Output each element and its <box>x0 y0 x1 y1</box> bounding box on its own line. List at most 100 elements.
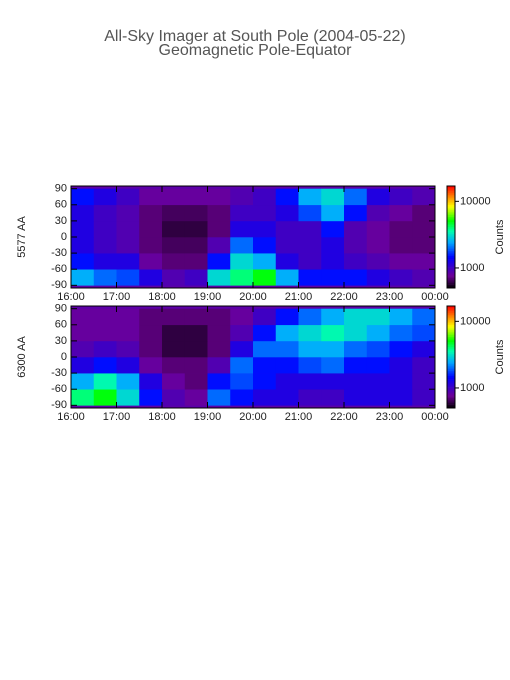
colorbar-step <box>447 248 455 251</box>
y-tick-label: 60 <box>55 319 67 331</box>
heat-cell <box>71 389 95 406</box>
heat-cell <box>230 308 254 326</box>
colorbar-step <box>447 216 455 219</box>
colorbar-step <box>447 375 455 378</box>
heat-cell <box>298 308 322 326</box>
y-tick-label: -60 <box>51 383 67 395</box>
colorbar-step <box>447 336 455 339</box>
y-tick-label: -30 <box>51 247 67 259</box>
colorbar-step <box>447 334 455 337</box>
colorbar-step <box>447 220 455 222</box>
heat-cell <box>275 373 299 390</box>
colorbar-step <box>447 252 455 255</box>
heat-cell <box>275 237 299 254</box>
colorbar-step <box>447 328 455 331</box>
heat-cell <box>366 237 390 254</box>
heat-cell <box>184 269 208 286</box>
heat-cell <box>275 357 299 374</box>
colorbar-step <box>447 397 455 400</box>
heat-cell <box>116 373 140 390</box>
colorbar-step <box>447 242 455 245</box>
heat-cell <box>162 204 186 222</box>
colorbar-step <box>447 358 455 361</box>
heat-cell <box>230 204 254 222</box>
heat-cell <box>162 324 186 342</box>
heat-cell <box>184 253 208 270</box>
colorbar-tick-label: 1000 <box>460 262 484 274</box>
heat-cell <box>162 308 186 326</box>
colorbar-step <box>447 199 455 202</box>
heat-cell <box>298 204 322 222</box>
x-tick-label: 16:00 <box>57 411 85 423</box>
heat-cell <box>321 269 345 286</box>
x-tick-label: 21:00 <box>285 411 313 423</box>
colorbar-step <box>447 401 455 404</box>
heat-cell <box>412 204 436 222</box>
x-tick-label: 17:00 <box>103 291 131 303</box>
colorbar-step <box>447 391 455 393</box>
colorbar-step <box>447 254 455 256</box>
heat-cell <box>93 308 117 326</box>
colorbar-step <box>447 284 455 287</box>
heat-cell <box>412 357 436 374</box>
colorbar-frame <box>446 305 456 409</box>
heat-cell <box>298 253 322 270</box>
heat-cell <box>116 389 140 406</box>
colorbar-step <box>447 385 455 388</box>
colorbar-step <box>447 265 455 268</box>
colorbar-step <box>447 307 455 310</box>
heat-cell <box>321 220 345 238</box>
colorbar-step <box>447 326 455 329</box>
heat-cell <box>275 308 299 326</box>
x-tick-label: 23:00 <box>376 411 404 423</box>
heat-cell <box>207 253 231 270</box>
colorbar-step <box>447 243 455 246</box>
colorbar-step <box>447 350 455 353</box>
heat-cell <box>366 373 390 390</box>
heat-cell <box>184 373 208 390</box>
heat-cell <box>321 389 345 406</box>
heat-cell <box>116 220 140 238</box>
colorbar-step <box>447 279 455 282</box>
heat-cell <box>162 237 186 254</box>
heat-cell <box>139 308 163 326</box>
colorbar-step <box>447 357 455 359</box>
colorbar-step <box>447 380 455 383</box>
heat-cell <box>116 308 140 326</box>
heat-cell <box>275 204 299 222</box>
heat-cell <box>162 389 186 406</box>
colorbar-step <box>447 196 455 199</box>
y-tick-label: -30 <box>51 367 67 379</box>
colorbar-step <box>447 197 455 200</box>
heat-cell <box>412 308 436 326</box>
heat-cell <box>412 188 436 206</box>
heat-cell <box>253 253 277 270</box>
heat-cell <box>275 324 299 342</box>
heat-cell <box>366 340 390 358</box>
colorbar-step <box>447 186 455 188</box>
x-tick-label: 20:00 <box>239 411 267 423</box>
colorbar-step <box>447 214 455 217</box>
x-tick-label: 23:00 <box>376 291 404 303</box>
colorbar-step <box>447 245 455 248</box>
heat-cell <box>253 340 277 358</box>
heat-cell <box>253 373 277 390</box>
colorbar-step <box>447 394 455 397</box>
heat-cell <box>139 324 163 342</box>
colorbar-step <box>447 208 455 211</box>
heat-cell <box>162 373 186 390</box>
heat-cell <box>93 389 117 406</box>
y-axis-label: 5577 AA <box>16 216 28 258</box>
heat-cell <box>412 324 436 342</box>
heat-cell <box>321 188 345 206</box>
colorbar-step <box>447 365 455 368</box>
colorbar-step <box>447 247 455 250</box>
colorbar-tick-label: 1000 <box>460 382 484 394</box>
heat-cell <box>71 373 95 390</box>
heat-cell <box>344 389 368 406</box>
colorbar-step <box>447 323 455 325</box>
heat-cell <box>162 188 186 206</box>
colorbar-step <box>447 221 455 224</box>
colorbar-step <box>447 218 455 221</box>
